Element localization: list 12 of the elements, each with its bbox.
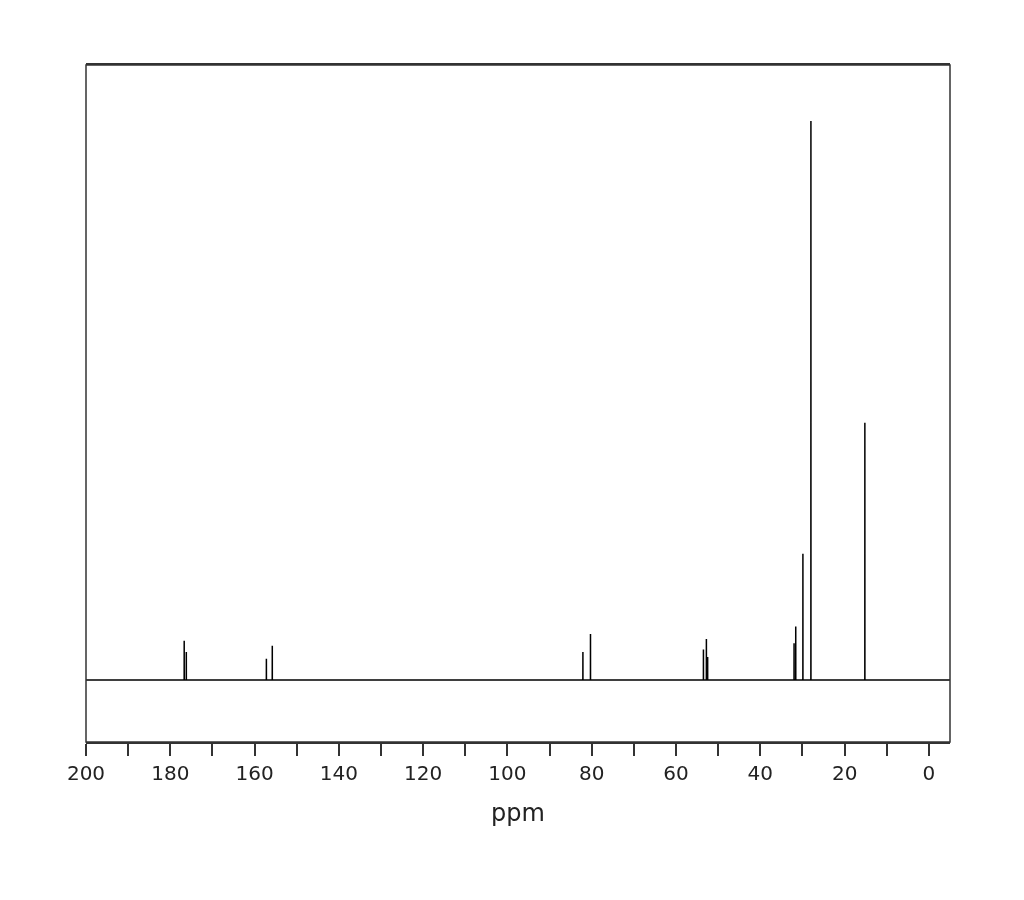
x-tick-label: 20 xyxy=(831,760,858,785)
x-tick-label: 60 xyxy=(663,760,689,785)
x-tick-label: 80 xyxy=(579,760,605,785)
x-tick-label: 120 xyxy=(404,760,443,785)
x-tick-label: 140 xyxy=(319,760,358,785)
x-tick-label: 180 xyxy=(151,760,190,785)
x-tick-label: 100 xyxy=(488,760,527,785)
x-axis-title: ppm xyxy=(491,798,545,827)
x-tick-label: 160 xyxy=(235,760,274,785)
x-tick-label: 200 xyxy=(66,760,106,785)
x-tick-label: 40 xyxy=(747,760,774,785)
x-tick-label: 0 xyxy=(922,760,936,785)
